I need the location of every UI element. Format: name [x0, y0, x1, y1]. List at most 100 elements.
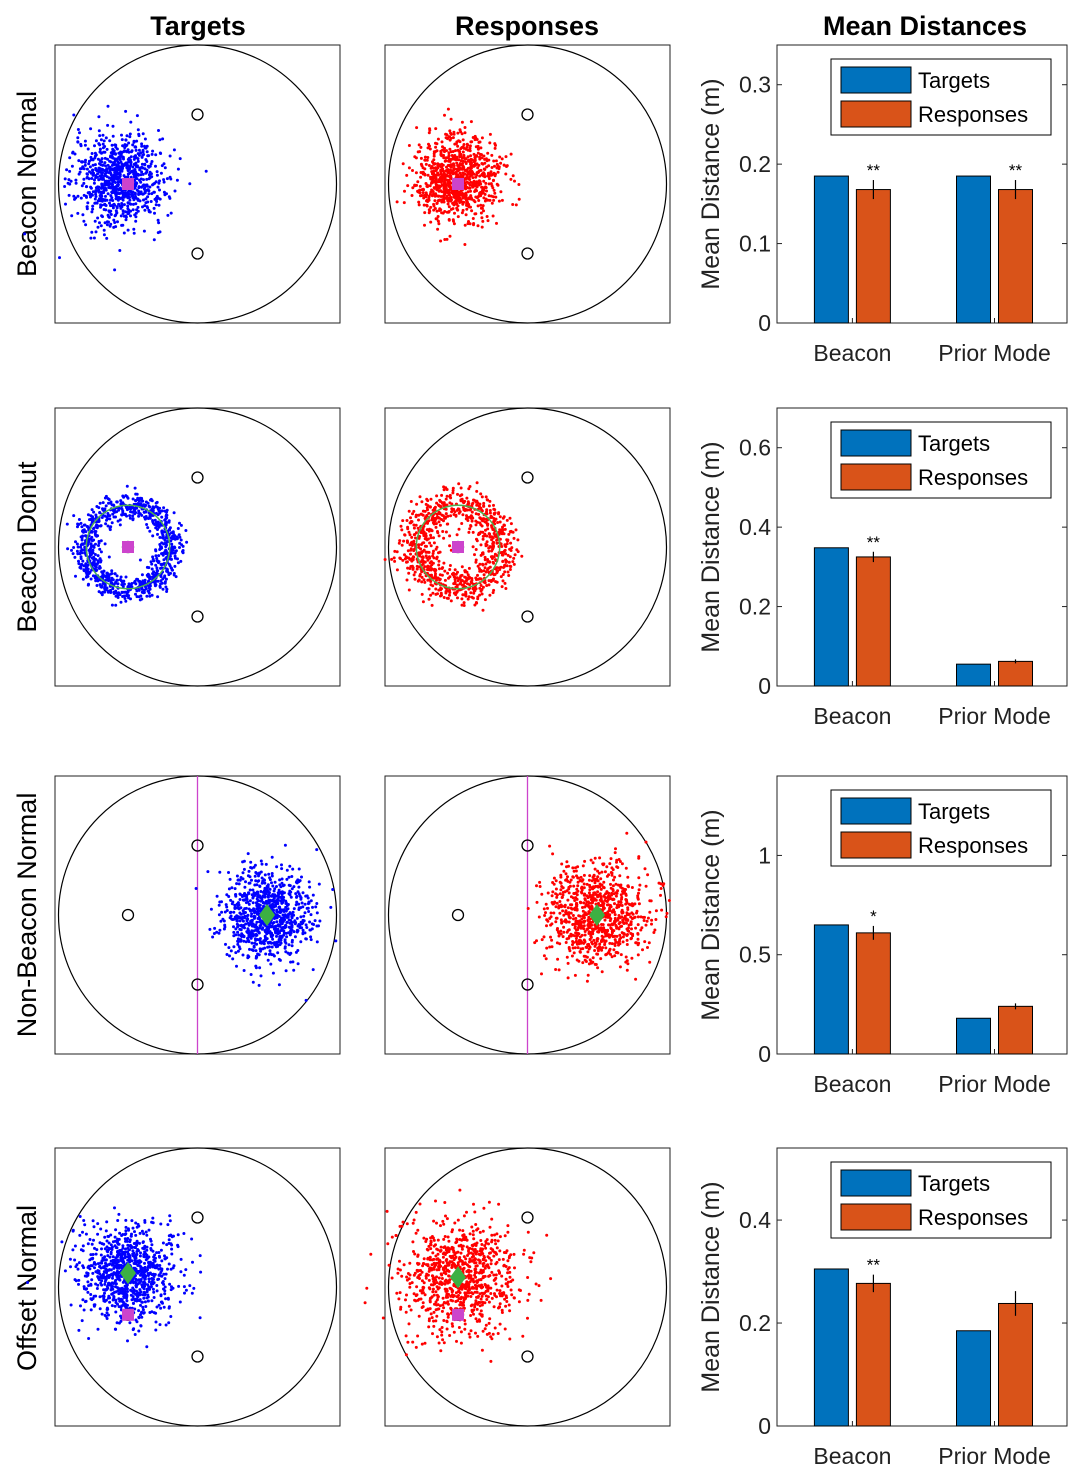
data-point: [273, 943, 277, 947]
data-point: [454, 156, 458, 159]
data-point: [295, 916, 299, 920]
data-point: [487, 177, 491, 181]
data-point: [459, 163, 463, 167]
data-point: [419, 512, 423, 516]
data-point: [435, 209, 439, 213]
data-point: [443, 196, 447, 200]
data-point: [250, 941, 254, 945]
data-point: [482, 504, 486, 508]
data-point: [499, 190, 503, 194]
data-point: [106, 157, 109, 161]
data-point: [456, 492, 459, 496]
data-point: [252, 891, 256, 895]
data-point: [88, 165, 92, 169]
data-point: [89, 236, 93, 240]
data-point: [492, 545, 495, 549]
data-point: [603, 943, 607, 947]
data-point: [478, 174, 482, 178]
data-point: [477, 512, 481, 516]
data-point: [297, 885, 301, 889]
data-point: [112, 163, 116, 167]
data-point: [478, 562, 482, 566]
data-point: [440, 200, 444, 204]
data-point: [449, 196, 453, 199]
axes-box: [54, 407, 341, 687]
data-point: [443, 516, 447, 520]
data-point: [110, 576, 114, 580]
data-point: [473, 603, 477, 607]
data-point: [445, 488, 449, 491]
data-point: [480, 495, 484, 499]
data-point: [484, 181, 488, 185]
data-point: [334, 939, 338, 943]
data-point: [90, 152, 94, 155]
data-point: [624, 888, 628, 891]
data-point: [133, 145, 137, 149]
data-point: [245, 930, 249, 934]
data-point: [412, 526, 416, 530]
data-point: [173, 189, 177, 193]
data-point: [266, 894, 270, 898]
data-point: [169, 557, 172, 561]
data-point: [263, 936, 267, 940]
data-point: [253, 883, 257, 887]
data-point: [158, 179, 161, 183]
data-point: [467, 587, 471, 591]
data-point: [497, 530, 501, 534]
data-point: [473, 159, 477, 162]
data-point: [469, 154, 473, 158]
data-point: [88, 191, 91, 194]
data-point: [80, 160, 84, 164]
data-point: [70, 164, 74, 168]
data-point: [280, 897, 284, 901]
data-point: [283, 913, 287, 917]
data-point: [117, 188, 121, 192]
data-point: [504, 172, 508, 176]
data-point: [160, 536, 164, 540]
data-point: [260, 881, 264, 885]
data-point: [430, 180, 434, 184]
data-point: [490, 555, 494, 559]
data-point: [134, 196, 138, 200]
data-point: [468, 169, 472, 173]
data-point: [157, 181, 161, 185]
data-point: [279, 899, 283, 903]
data-point: [90, 539, 94, 543]
data-point: [460, 565, 464, 569]
data-point: [430, 188, 434, 192]
data-point: [450, 510, 454, 514]
data-point: [77, 559, 80, 563]
data-point: [472, 163, 476, 167]
data-point: [266, 890, 270, 894]
data-point: [410, 535, 414, 539]
data-point: [72, 514, 76, 518]
data-point: [468, 175, 472, 178]
data-point: [492, 178, 495, 182]
data-point: [625, 921, 628, 925]
data-point: [121, 212, 125, 215]
data-point: [249, 919, 253, 923]
data-point: [535, 900, 539, 904]
data-point: [434, 180, 437, 184]
arena-boundary: [57, 407, 338, 687]
data-point: [95, 523, 99, 527]
data-point: [290, 944, 294, 948]
data-point: [426, 520, 430, 524]
data-point: [147, 579, 151, 583]
data-point: [478, 593, 482, 597]
data-point: [474, 154, 478, 158]
data-point: [283, 843, 287, 847]
data-point: [492, 532, 496, 535]
data-point: [624, 955, 628, 959]
data-point: [138, 512, 142, 516]
data-point: [110, 191, 114, 195]
data-point: [139, 151, 143, 155]
data-point: [96, 157, 100, 161]
data-point: [246, 900, 250, 904]
data-point: [284, 969, 288, 973]
data-point: [654, 918, 658, 921]
data-point: [128, 198, 132, 202]
data-point: [271, 971, 275, 975]
data-point: [443, 177, 447, 181]
data-point: [305, 906, 309, 910]
